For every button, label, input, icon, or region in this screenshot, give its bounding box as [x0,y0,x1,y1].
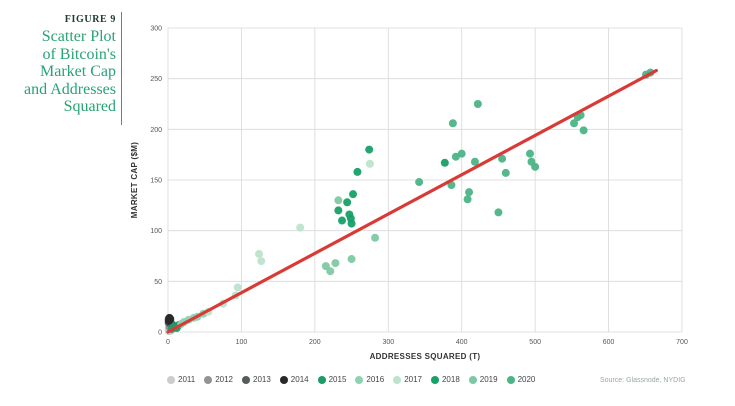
data-point-2020 [494,208,503,217]
y-tick-label: 0 [158,330,162,337]
figure-title-line: and Addresses [24,80,116,98]
x-tick-label: 300 [382,339,394,346]
data-point-2019 [334,196,343,205]
figure-title-line: of Bitcoin's [42,45,116,63]
figure-caption: FIGURE 9 Scatter Plot of Bitcoin's Marke… [0,14,116,116]
y-tick-label: 300 [150,26,162,33]
x-tick-label: 100 [236,339,248,346]
trendline-group [166,68,658,334]
legend-label: 2011 [178,375,196,384]
legend-swatch [355,375,364,384]
data-point-2018 [353,167,362,176]
legend-swatch [279,375,288,384]
legend-label: 2016 [366,375,385,384]
data-point-2019 [326,267,335,276]
data-point-2020 [463,195,472,204]
x-axis-label: ADDRESSES SQUARED (T) [370,352,481,361]
data-point-2014 [165,315,174,324]
data-point-2020 [465,188,474,197]
data-point-2018 [365,145,374,154]
figure-title-line: Scatter Plot [41,28,116,45]
legend-swatch [317,375,326,384]
data-point-2020 [470,157,479,166]
legend-item-2018: 2018 [430,375,460,384]
data-point-2019 [347,255,356,264]
y-tick-label: 100 [150,228,162,235]
data-point-2017 [365,159,374,168]
tick-labels: 0 50 100 150 200 250 300 0 100 200 300 400 500 600 700 [150,26,688,347]
data-point-2020 [415,178,424,187]
legend-item-2019: 2019 [468,375,498,384]
legend-swatch [506,375,515,384]
data-point-2020 [501,168,510,177]
data-point-2020 [579,126,588,135]
y-tick-label: 150 [150,178,162,185]
legend-label: 2019 [479,375,498,384]
legend-swatch [204,375,213,384]
legend-label: 2012 [215,375,233,384]
legend-item-2016: 2016 [355,375,384,384]
figure-title: Scatter Plot of Bitcoin's Market Cap and… [0,28,116,116]
legend-item-2020: 2020 [506,375,536,384]
legend-item-2015: 2015 [317,375,347,384]
data-point-2018 [338,216,347,225]
data-point-2020 [531,162,540,171]
legend-item-2013: 2013 [242,375,271,384]
figure-label: FIGURE 9 [64,14,116,25]
y-tick-label: 50 [154,279,162,286]
data-point-2017 [296,223,305,232]
x-tick-label: 500 [529,339,541,346]
grid-lines [167,27,683,333]
source-note: Source: Glassnode, NYDIG [600,377,686,384]
legend: 2011 2012 2013 2014 2015 2016 2017 2018 2019 2020 [167,375,535,384]
y-tick-label: 200 [150,127,162,134]
figure-title-line: Squared [63,98,116,115]
data-point-2020 [448,119,457,128]
legend-swatch [468,375,477,384]
figure-title-line: Market Cap [40,63,116,80]
legend-swatch [393,375,402,384]
legend-label: 2015 [328,375,347,384]
data-point-2020 [473,100,482,108]
legend-label: 2014 [290,375,309,384]
x-tick-label: 700 [676,339,688,346]
trendline [166,68,658,334]
data-point-2017 [233,283,242,292]
legend-label: 2013 [253,375,271,384]
legend-item-2017: 2017 [393,375,422,384]
legend-swatch [167,375,175,384]
y-axis-label: MARKET CAP ($M) [130,142,139,218]
data-point-2017 [255,249,264,258]
y-tick-label: 250 [150,76,162,83]
x-tick-label: 200 [309,339,321,346]
legend-swatch [430,375,439,384]
data-point-2020 [498,154,507,163]
data-point-2018 [343,198,352,207]
data-point-2020 [457,149,466,158]
x-tick-label: 400 [456,339,468,346]
data-point-2018 [440,158,449,167]
legend-item-2011: 2011 [167,375,195,384]
legend-swatch [242,375,250,384]
legend-item-2014: 2014 [279,375,309,384]
data-point-2018 [334,206,343,215]
x-tick-label: 0 [166,339,170,346]
data-point-2018 [349,190,358,199]
data-point-2017 [257,257,266,266]
legend-label: 2018 [441,375,460,384]
data-point-2019 [331,259,340,268]
data-point-2020 [451,152,460,161]
caption-rule [121,12,122,125]
x-tick-label: 600 [603,339,615,346]
data-point-2020 [526,149,535,158]
data-point-2019 [371,233,380,242]
data-point-2018 [346,214,355,223]
legend-item-2012: 2012 [204,375,233,384]
legend-label: 2020 [517,375,536,384]
data-point-2020 [570,119,579,128]
legend-label: 2017 [404,375,422,384]
